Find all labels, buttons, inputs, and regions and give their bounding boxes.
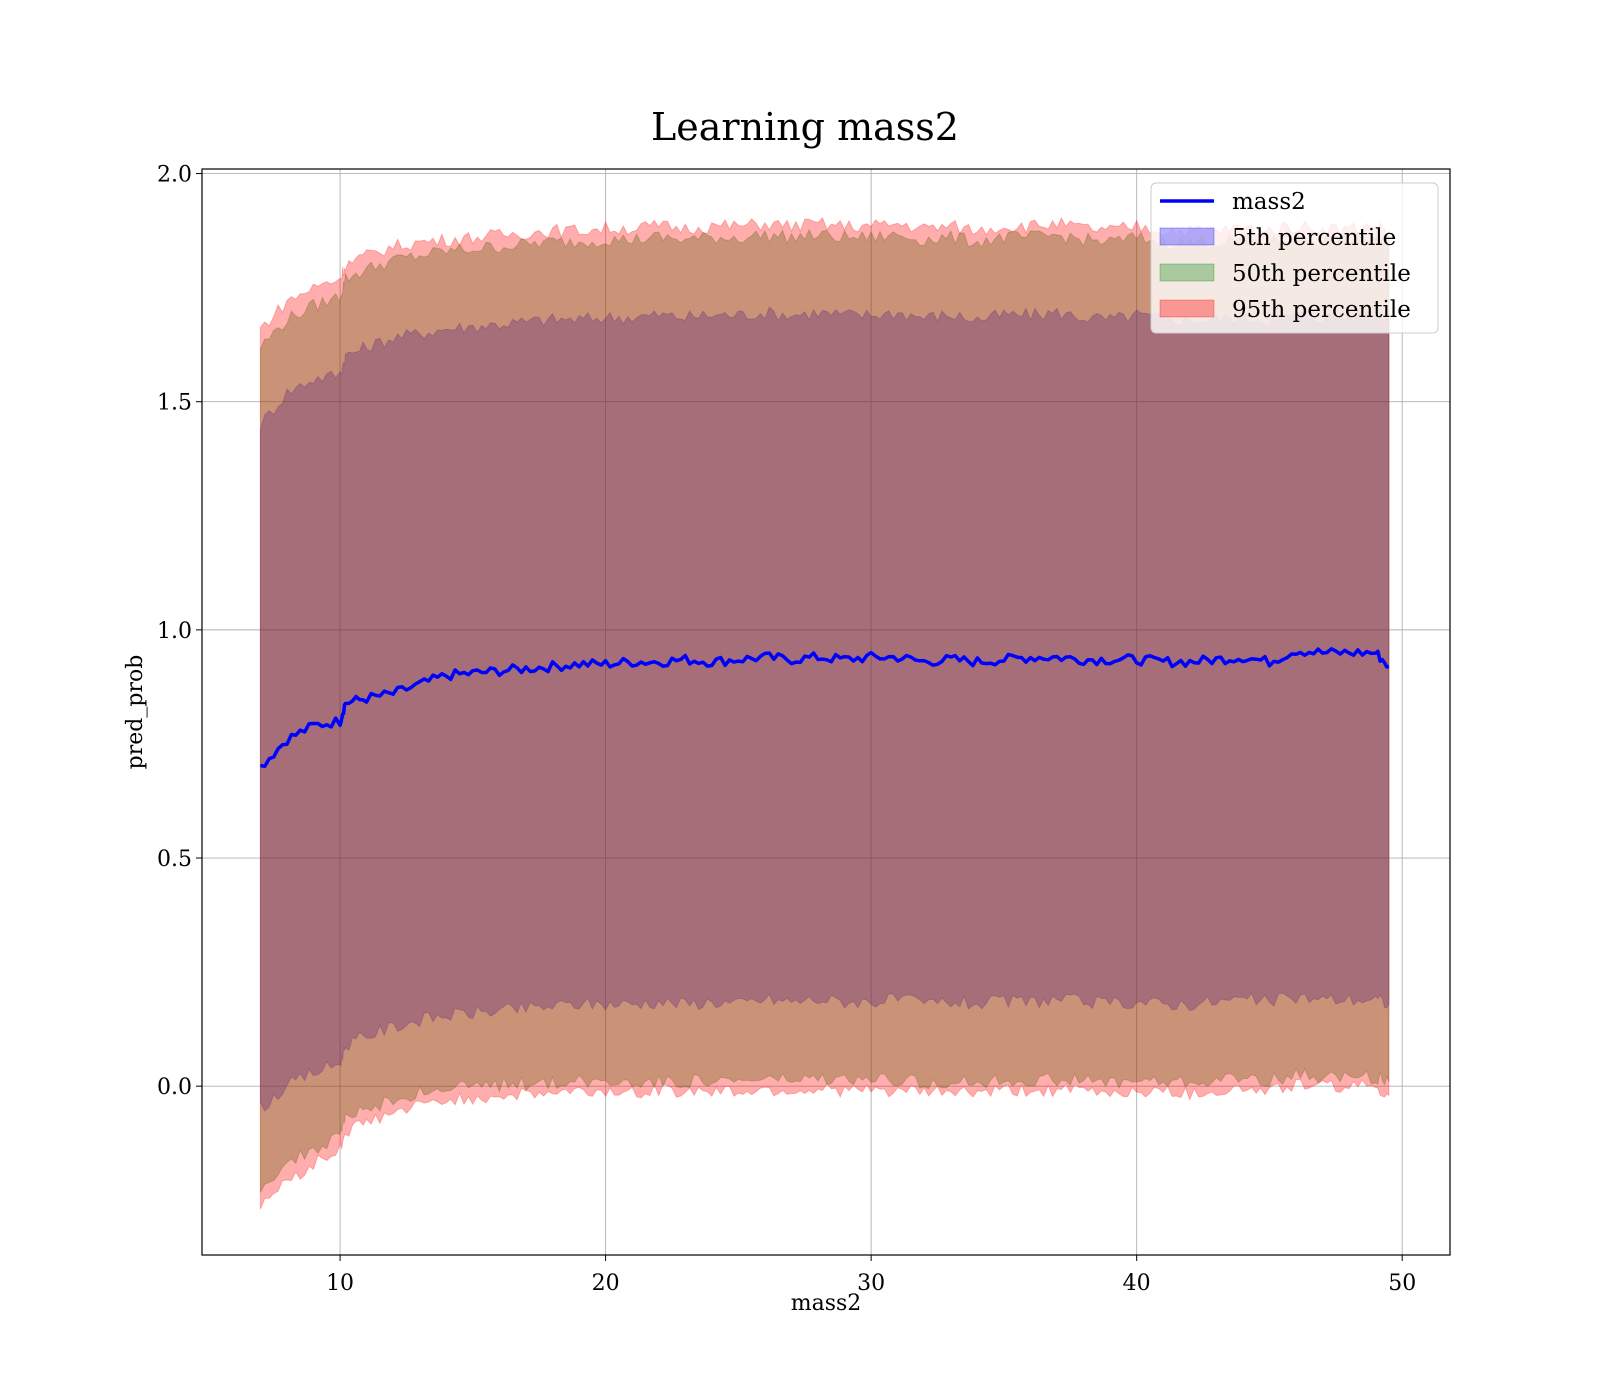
plot-frame	[201, 168, 1451, 1256]
x-tick-label: 30	[857, 1271, 885, 1296]
series-lines	[260, 647, 1390, 769]
band-95th-percentile	[259, 216, 1390, 1210]
legend-label-50th-percentile: 50th percentile	[1232, 261, 1411, 287]
chart-title: Learning mass2	[651, 105, 959, 149]
x-tick-label: 50	[1388, 1271, 1416, 1296]
band-5th-percentile	[259, 306, 1390, 1112]
x-tick-label: 40	[1123, 1271, 1151, 1296]
x-tick-label: 20	[592, 1271, 620, 1296]
legend-swatch-5th-percentile	[1159, 227, 1215, 246]
legend-label-mass2: mass2	[1232, 189, 1306, 215]
y-axis-ticks: 0.0 0.5 1.0 1.5 2.0	[157, 163, 202, 1100]
x-axis-label: mass2	[791, 1291, 862, 1316]
legend-frame	[1150, 182, 1439, 334]
legend-swatch-50th-percentile	[1159, 263, 1215, 282]
y-tick-label: 0.5	[157, 847, 192, 872]
percentile-bands	[259, 216, 1390, 1210]
x-tick-label: 10	[326, 1271, 354, 1296]
x-axis-ticks: 10 20 30 40 50	[326, 1255, 1416, 1296]
line-series-mass2	[260, 647, 1390, 769]
legend-label-95th-percentile: 95th percentile	[1232, 297, 1411, 323]
band-50th-percentile	[259, 228, 1390, 1193]
grid-lines	[202, 169, 1450, 1255]
y-tick-label: 0.0	[157, 1075, 192, 1100]
legend: mass2 5th percentile 50th percentile 95t…	[1150, 182, 1439, 334]
y-tick-label: 2.0	[157, 163, 192, 188]
legend-label-5th-percentile: 5th percentile	[1232, 225, 1396, 251]
legend-swatch-95th-percentile	[1159, 299, 1215, 318]
y-tick-label: 1.0	[157, 619, 192, 644]
y-axis-label: pred_prob	[123, 655, 148, 770]
y-tick-label: 1.5	[157, 391, 192, 416]
